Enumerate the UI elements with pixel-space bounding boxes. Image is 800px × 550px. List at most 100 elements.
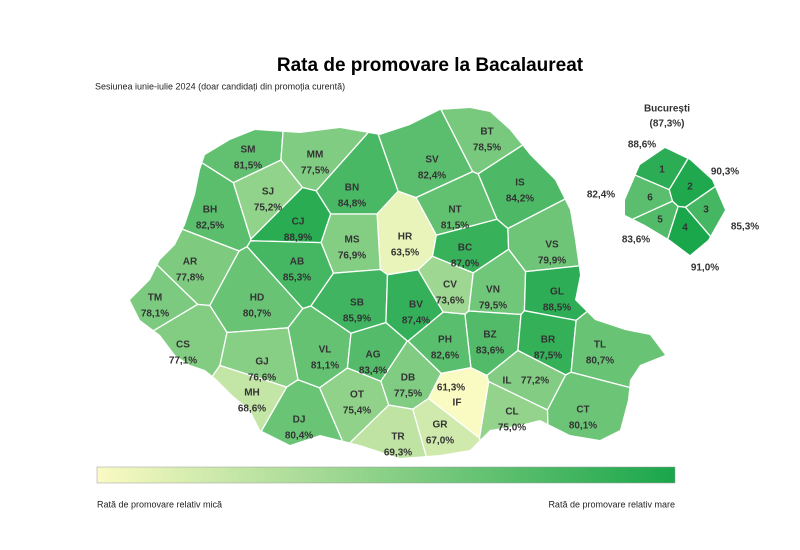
county-value: 73,6% [436,296,464,307]
county-value: 76,9% [338,251,366,262]
county-code: VN [486,285,500,296]
county-value: 87,4% [402,316,430,327]
county-code: TL [594,340,606,351]
county-code: MM [307,150,324,161]
county-code: MH [244,388,260,399]
county-code: GJ [255,357,268,368]
county-code: HR [398,232,413,243]
sector-number: 4 [682,223,688,234]
county-value: 80,7% [586,356,614,367]
county [130,303,228,458]
county-code: HD [250,293,264,304]
county-value: 85,9% [343,314,371,325]
county-code: IL [503,376,512,387]
county-value: 69,3% [384,448,412,459]
county-code: MS [345,235,360,246]
county-map [130,108,665,458]
county-value: 85,3% [283,273,311,284]
county-value: 77,5% [301,166,329,177]
sector-value: 82,4% [587,190,615,201]
county-code: GL [550,287,564,298]
sector-value: 90,3% [711,167,739,178]
sector [625,159,674,236]
subtitle: Sesiunea iunie-iulie 2024 (doar candidaț… [95,81,345,91]
county-value: 75,0% [498,423,526,434]
county-value: 88,9% [284,233,312,244]
county-code: DJ [293,415,306,426]
county-value: 77,2% [521,376,549,387]
legend-low: Rată de promovare relativ mică [97,499,222,509]
bucharest-map [625,148,725,255]
county-value: 77,1% [169,356,197,367]
county-value: 77,5% [394,389,422,400]
sector-number: 5 [657,215,663,226]
county-code: VL [319,345,332,356]
county-value: 78,1% [141,309,169,320]
county-code: OT [350,390,364,401]
county-code: AR [183,257,198,268]
county-value: 79,5% [479,301,507,312]
county-value: 76,6% [248,373,276,384]
county-value: 61,3% [437,383,465,394]
county-value: 84,2% [506,194,534,205]
county-value: 81,5% [441,221,469,232]
county-code: PH [438,335,452,346]
legend-high: Rată de promovare relativ mare [548,499,675,509]
county-value: 80,1% [569,421,597,432]
county-value: 75,4% [343,406,371,417]
county-code: SJ [262,187,274,198]
county-value: 67,0% [426,436,454,447]
legend-gradient [96,466,676,484]
sector-number: 2 [687,182,693,193]
sector-value: 83,6% [622,235,650,246]
county-value: 82,4% [418,171,446,182]
county-code: BH [203,205,217,216]
county-code: VS [545,240,559,251]
county-value: 87,5% [534,351,562,362]
county-code: GR [433,420,449,431]
county-code: TR [391,432,405,443]
county-value: 68,6% [238,404,266,415]
bucharest-name: București [644,104,690,115]
county-code: IF [453,398,462,409]
county [407,311,472,375]
county-code: SB [350,298,364,309]
county-code: BC [458,243,472,254]
county-value: 81,5% [234,161,262,172]
county-code: CJ [292,217,305,228]
county-code: AB [290,257,304,268]
county-value: 83,6% [476,346,504,357]
sector-number: 1 [659,165,665,176]
bucharest-total: (87,3%) [649,119,684,130]
labels: SM 81,5% MM 77,5% BT 78,5% SV 82,4% BN 84,8% SJ 75,… [141,127,759,459]
sector-value: 85,3% [731,222,759,233]
county-code: CT [576,405,589,416]
county-value: 83,4% [359,366,387,377]
county-code: AG [366,350,381,361]
county-value: 78,5% [473,143,501,154]
county-value: 79,9% [538,256,566,267]
county-value: 88,5% [543,303,571,314]
sector-value: 91,0% [691,263,719,274]
sector [684,168,725,255]
county-value: 84,8% [338,199,366,210]
county-value: 82,6% [431,351,459,362]
title: Rata de promovare la Bacalaureat [277,55,584,76]
county-code: DB [401,373,415,384]
county-value: 81,1% [311,361,339,372]
county-code: CV [443,280,457,291]
county-code: CL [505,407,518,418]
county-code: CS [176,340,190,351]
county-value: 80,4% [285,431,313,442]
county-value: 63,5% [391,248,419,259]
county-code: BZ [483,330,496,341]
county-code: BN [345,183,359,194]
county-value: 82,5% [196,221,224,232]
county-code: SM [241,145,256,156]
county-code: TM [148,293,162,304]
county-value: 87,0% [451,259,479,270]
county-value: 80,7% [243,309,271,320]
county-code: IS [515,178,525,189]
county-code: SV [425,155,439,166]
